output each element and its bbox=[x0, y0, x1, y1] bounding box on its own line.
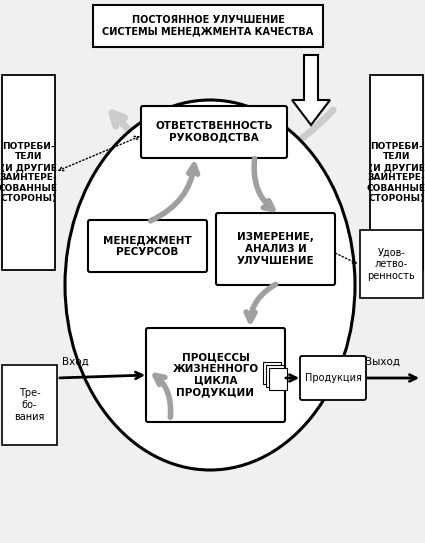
Text: ИЗМЕРЕНИЕ,
АНАЛИЗ И
УЛУЧШЕНИЕ: ИЗМЕРЕНИЕ, АНАЛИЗ И УЛУЧШЕНИЕ bbox=[237, 232, 314, 266]
FancyBboxPatch shape bbox=[360, 230, 423, 298]
FancyBboxPatch shape bbox=[2, 75, 55, 270]
FancyBboxPatch shape bbox=[146, 328, 285, 422]
Polygon shape bbox=[269, 368, 287, 390]
FancyBboxPatch shape bbox=[93, 5, 323, 47]
Text: ПОТРЕБИ-
ТЕЛИ
(И ДРУГИЕ
ЗАИНТЕРЕ-
СОВАННЫЕ
СТОРОНЫ): ПОТРЕБИ- ТЕЛИ (И ДРУГИЕ ЗАИНТЕРЕ- СОВАНН… bbox=[367, 142, 425, 203]
Text: Продукция: Продукция bbox=[305, 373, 361, 383]
Text: Тре-
бо-
вания: Тре- бо- вания bbox=[14, 388, 45, 421]
Text: ОТВЕТСТВЕННОСТЬ
РУКОВОДСТВА: ОТВЕТСТВЕННОСТЬ РУКОВОДСТВА bbox=[155, 121, 273, 143]
FancyBboxPatch shape bbox=[370, 75, 423, 270]
FancyBboxPatch shape bbox=[141, 106, 287, 158]
Text: ПОСТОЯННОЕ УЛУЧШЕНИЕ
СИСТЕМЫ МЕНЕДЖМЕНТА КАЧЕСТВА: ПОСТОЯННОЕ УЛУЧШЕНИЕ СИСТЕМЫ МЕНЕДЖМЕНТА… bbox=[102, 15, 314, 37]
Text: ПОТРЕБИ-
ТЕЛИ
(И ДРУГИЕ
ЗАИНТЕРЕ-
СОВАННЫЕ
СТОРОНЫ): ПОТРЕБИ- ТЕЛИ (И ДРУГИЕ ЗАИНТЕРЕ- СОВАНН… bbox=[0, 142, 58, 203]
FancyBboxPatch shape bbox=[2, 365, 57, 445]
FancyBboxPatch shape bbox=[88, 220, 207, 272]
Text: МЕНЕДЖМЕНТ
РЕСУРСОВ: МЕНЕДЖМЕНТ РЕСУРСОВ bbox=[103, 235, 192, 257]
Ellipse shape bbox=[65, 100, 355, 470]
FancyBboxPatch shape bbox=[216, 213, 335, 285]
Polygon shape bbox=[292, 55, 330, 125]
Text: Удов-
летво-
ренность: Удов- летво- ренность bbox=[368, 248, 415, 281]
Polygon shape bbox=[263, 362, 281, 384]
Text: Вход: Вход bbox=[62, 357, 88, 367]
Text: ПРОЦЕССЫ
ЖИЗНЕННОГО
ЦИКЛА
ПРОДУКЦИИ: ПРОЦЕССЫ ЖИЗНЕННОГО ЦИКЛА ПРОДУКЦИИ bbox=[173, 352, 258, 397]
Text: Выход: Выход bbox=[366, 357, 400, 367]
FancyBboxPatch shape bbox=[300, 356, 366, 400]
Polygon shape bbox=[266, 365, 284, 387]
